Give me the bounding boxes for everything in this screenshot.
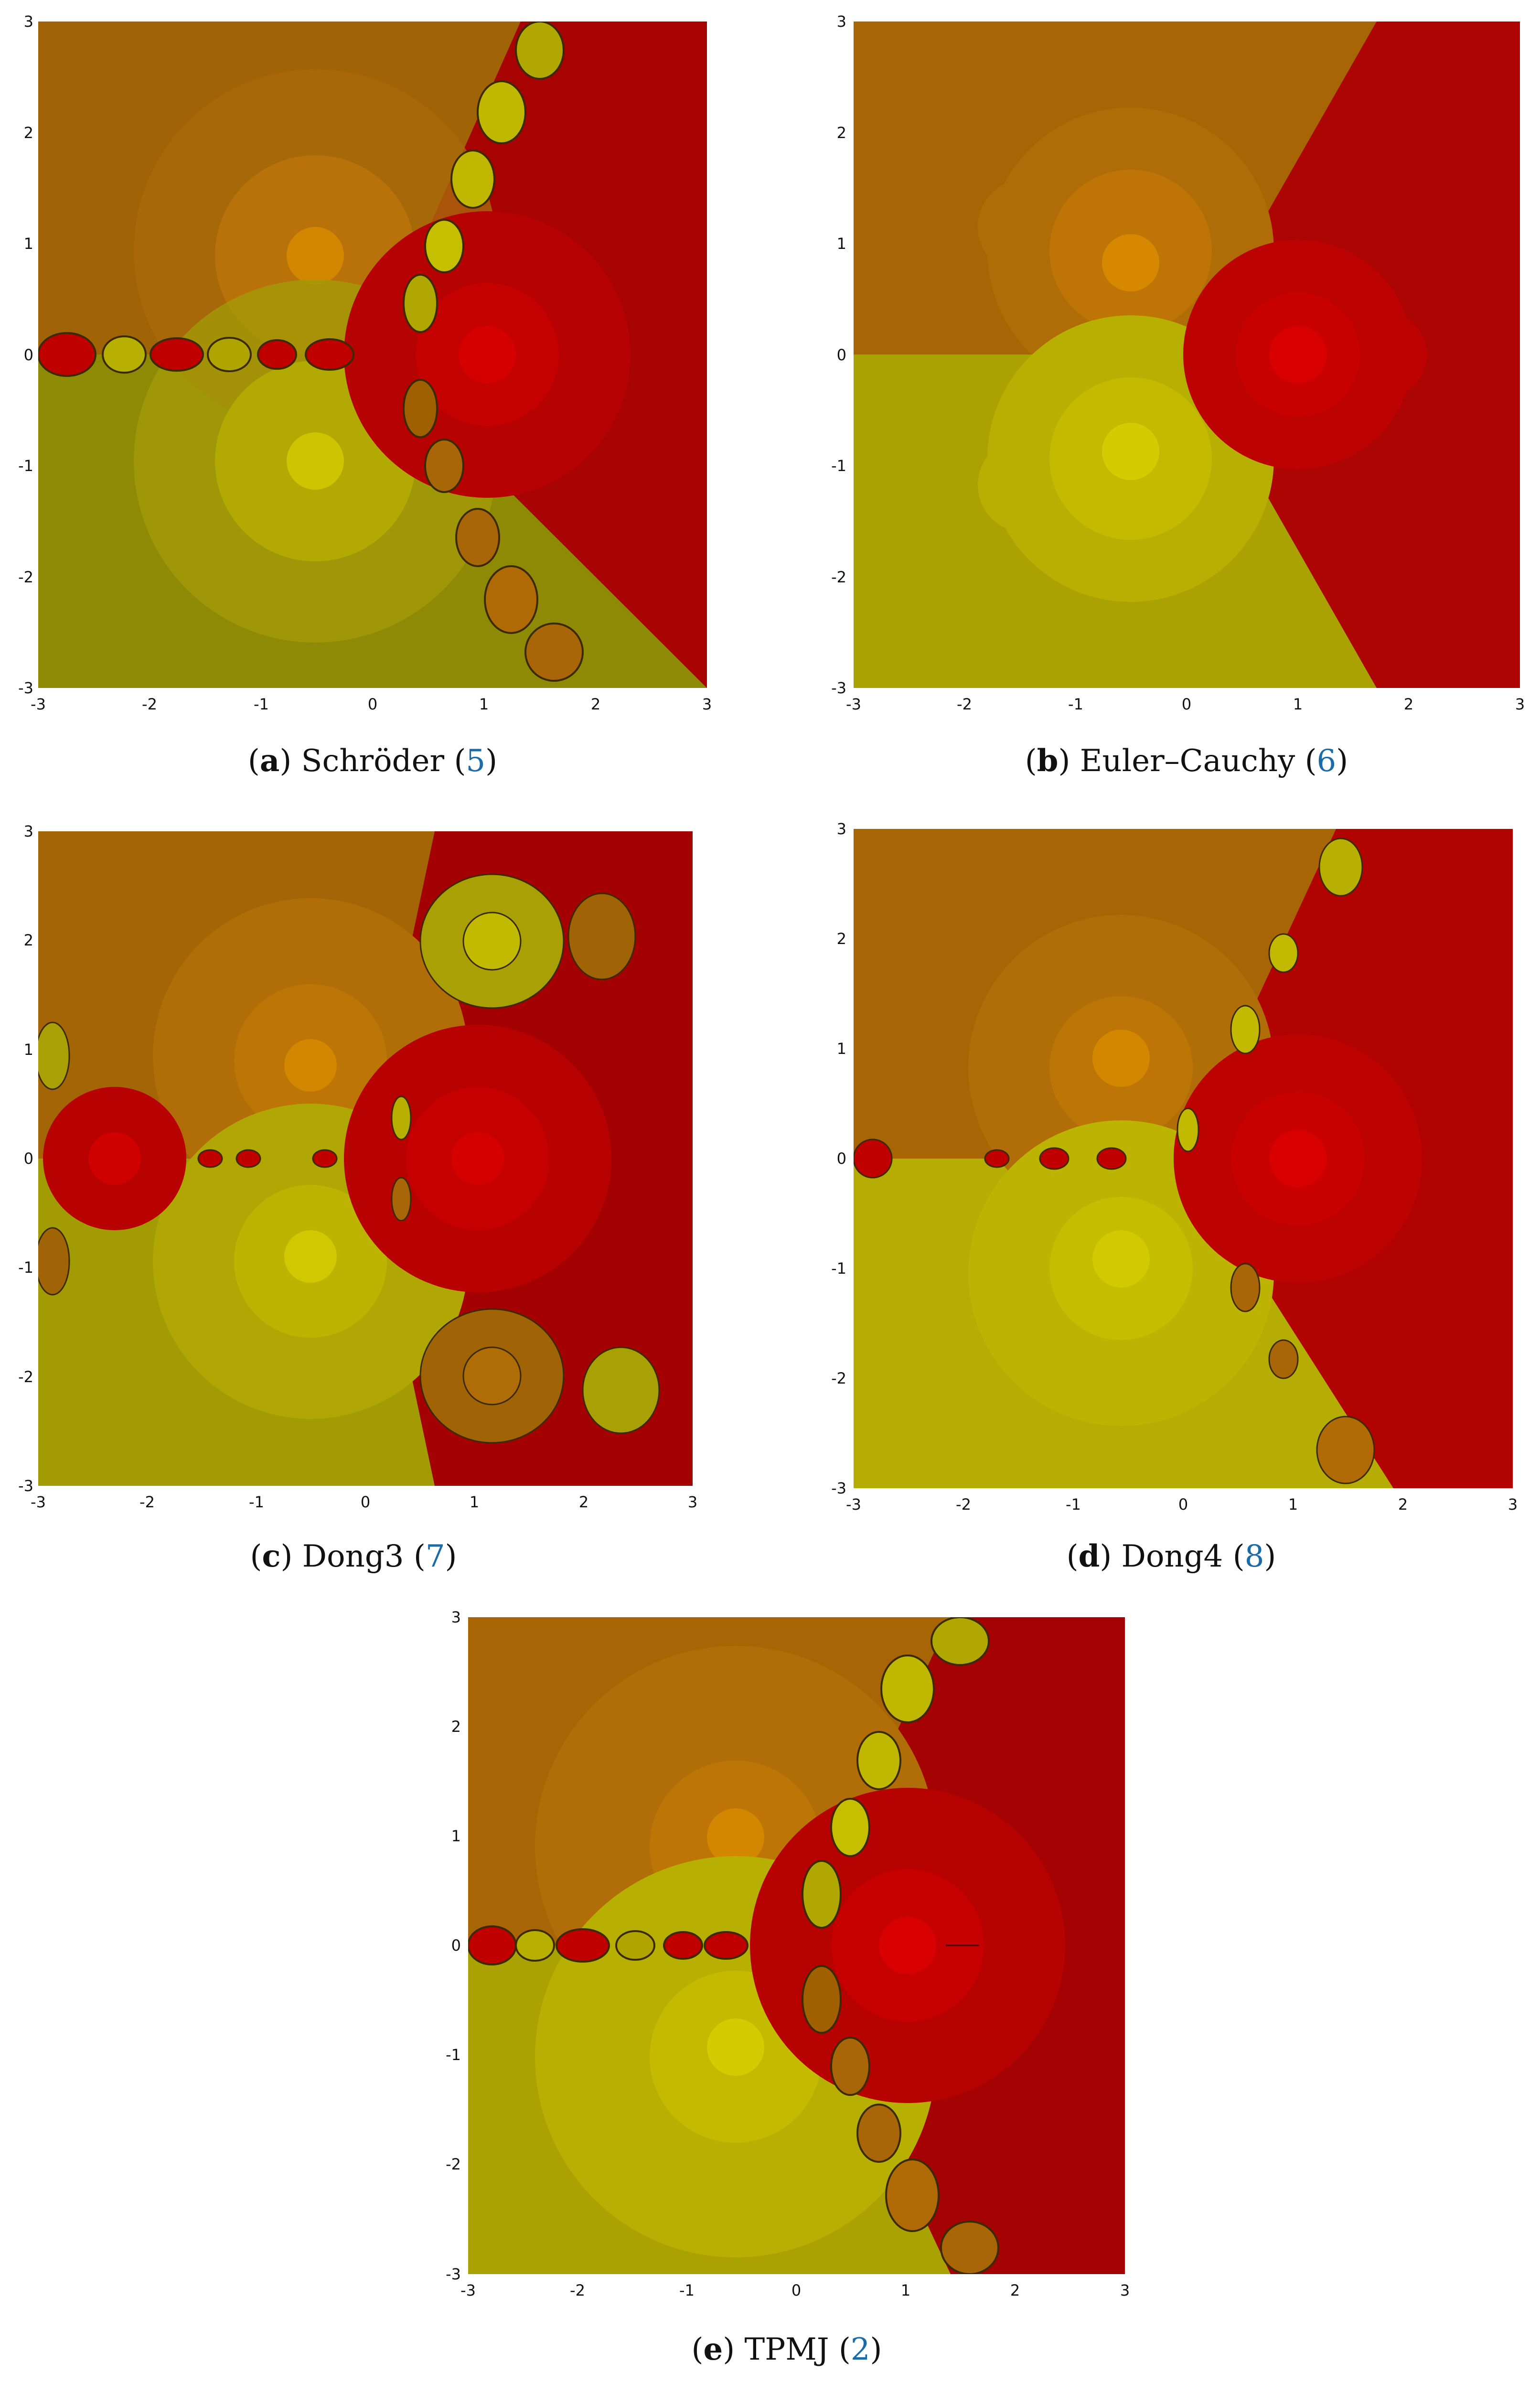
x-tick: -2 bbox=[570, 2281, 585, 2299]
y-tick: -2 bbox=[831, 1369, 846, 1387]
basin-plot-d bbox=[854, 829, 1513, 1488]
y-tick: 3 bbox=[836, 820, 846, 838]
x-tick: 2 bbox=[578, 1493, 589, 1511]
x-tick: -2 bbox=[142, 695, 157, 713]
x-tick: -3 bbox=[846, 1495, 861, 1514]
x-tick: -3 bbox=[460, 2281, 476, 2299]
x-tick: 1 bbox=[1293, 695, 1303, 713]
panel-a: -3 -2 -1 0 1 2 3 3 2 1 0 -1 -2 -3 (a) Sc… bbox=[0, 0, 770, 793]
y-tick: 2 bbox=[23, 124, 33, 142]
x-tick: 3 bbox=[702, 695, 712, 713]
panel-e: -3 -2 -1 0 1 2 3 3 2 1 0 -1 -2 -3 (e) TP… bbox=[420, 1591, 1137, 2384]
x-tick: -2 bbox=[957, 695, 972, 713]
y-tick: 0 bbox=[23, 346, 33, 364]
x-tick: -1 bbox=[1066, 1495, 1081, 1514]
y-tick: -3 bbox=[18, 679, 33, 697]
x-tick: -3 bbox=[31, 695, 46, 713]
y-tick: 1 bbox=[23, 235, 33, 253]
y-tick: 0 bbox=[836, 346, 846, 364]
y-tick: 1 bbox=[451, 1827, 461, 1845]
x-tick: -3 bbox=[31, 1493, 46, 1511]
x-tick: 3 bbox=[1515, 695, 1525, 713]
y-tick: -1 bbox=[831, 1259, 846, 1278]
panel-d: -3 -2 -1 0 1 2 3 3 2 1 0 -1 -2 -3 (d) Do… bbox=[770, 793, 1540, 1591]
caption-e: (e) TPMJ (2) bbox=[691, 2331, 882, 2367]
x-tick: -2 bbox=[956, 1495, 971, 1514]
basin-plot-b bbox=[854, 21, 1520, 688]
y-tick: -1 bbox=[18, 1258, 33, 1277]
basin-plot-a bbox=[38, 21, 707, 688]
y-tick: 1 bbox=[836, 235, 846, 253]
x-tick: 0 bbox=[1181, 695, 1192, 713]
basin-plot-c bbox=[38, 831, 693, 1486]
caption-d: (d) Dong4 (8) bbox=[1066, 1538, 1276, 1574]
y-tick: 3 bbox=[23, 12, 33, 31]
x-tick: -1 bbox=[249, 1493, 264, 1511]
y-tick: -1 bbox=[18, 457, 33, 475]
panel-c: -3 -2 -1 0 1 2 3 3 2 1 0 -1 -2 -3 (c) Do… bbox=[0, 793, 770, 1591]
y-tick: -2 bbox=[18, 568, 33, 586]
caption-a: (a) Schröder (5) bbox=[247, 743, 498, 779]
y-tick: 1 bbox=[23, 1041, 33, 1059]
x-tick: 1 bbox=[900, 2281, 911, 2299]
x-tick: 3 bbox=[687, 1493, 698, 1511]
y-tick: -3 bbox=[18, 1477, 33, 1495]
y-tick: 2 bbox=[836, 124, 846, 142]
y-tick: 1 bbox=[836, 1040, 846, 1058]
y-tick: 0 bbox=[451, 1936, 461, 1954]
x-tick: 1 bbox=[469, 1493, 480, 1511]
x-tick: 0 bbox=[360, 1493, 371, 1511]
panel-b: -3 -2 -1 0 1 2 3 3 2 1 0 -1 -2 -3 (b) Eu… bbox=[770, 0, 1540, 793]
y-tick: -3 bbox=[446, 2265, 461, 2283]
y-tick: 0 bbox=[836, 1149, 846, 1168]
y-tick: 0 bbox=[23, 1149, 33, 1168]
y-tick: 3 bbox=[836, 12, 846, 31]
x-tick: 1 bbox=[1288, 1495, 1298, 1514]
y-tick: 2 bbox=[23, 931, 33, 949]
basin-plot-e bbox=[468, 1617, 1125, 2274]
x-tick: 1 bbox=[479, 695, 489, 713]
x-tick: -1 bbox=[679, 2281, 695, 2299]
y-tick: -3 bbox=[831, 1479, 846, 1497]
x-tick: -2 bbox=[139, 1493, 155, 1511]
x-tick: 2 bbox=[1010, 2281, 1020, 2299]
y-tick: -1 bbox=[831, 457, 846, 475]
x-tick: 0 bbox=[367, 695, 378, 713]
x-tick: 2 bbox=[590, 695, 601, 713]
y-tick: 3 bbox=[23, 822, 33, 840]
y-tick: 3 bbox=[451, 1608, 461, 1626]
y-tick: -2 bbox=[18, 1368, 33, 1386]
y-tick: -2 bbox=[831, 568, 846, 586]
x-tick: 2 bbox=[1398, 1495, 1408, 1514]
x-tick: 0 bbox=[791, 2281, 802, 2299]
y-tick: -2 bbox=[446, 2155, 461, 2173]
y-tick: -1 bbox=[446, 2046, 461, 2064]
y-tick: 2 bbox=[836, 930, 846, 948]
x-tick: -1 bbox=[1068, 695, 1083, 713]
x-tick: 3 bbox=[1508, 1495, 1518, 1514]
x-tick: -1 bbox=[254, 695, 269, 713]
x-tick: 3 bbox=[1120, 2281, 1130, 2299]
x-tick: -3 bbox=[846, 695, 861, 713]
y-tick: 2 bbox=[451, 1718, 461, 1736]
caption-c: (c) Dong3 (7) bbox=[250, 1538, 457, 1574]
x-tick: 2 bbox=[1403, 695, 1414, 713]
x-tick: 0 bbox=[1178, 1495, 1188, 1514]
y-tick: -3 bbox=[831, 679, 846, 697]
caption-b: (b) Euler–Cauchy (6) bbox=[1025, 743, 1348, 779]
